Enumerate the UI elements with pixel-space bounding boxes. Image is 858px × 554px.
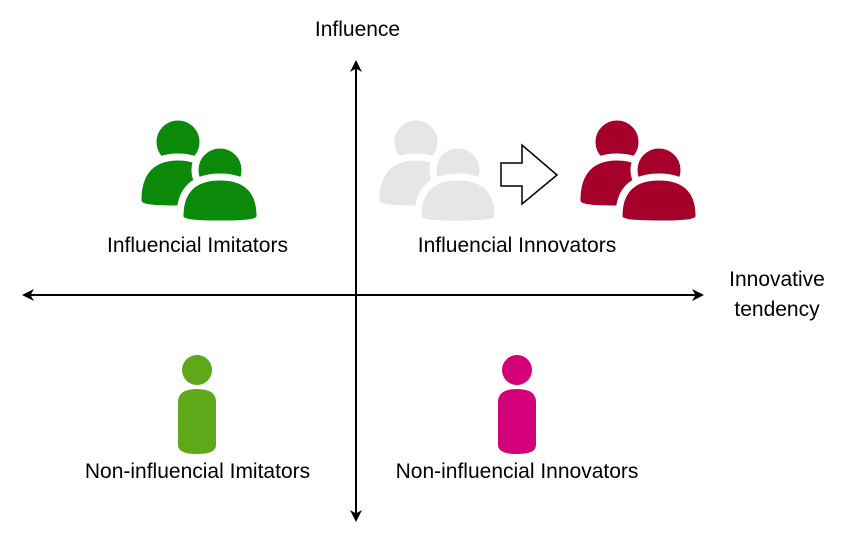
non-influential-imitators-person-icon bbox=[178, 355, 216, 454]
influential-imitators-group-icon bbox=[134, 113, 264, 228]
quadrant-label-top-right: Influencial Innovators bbox=[417, 234, 617, 257]
quadrant-label-bottom-right: Non-influencial Innovators bbox=[395, 460, 639, 483]
influential-innovators-red-group-icon bbox=[573, 113, 703, 228]
axis-x-label-line1: Innovative bbox=[729, 268, 825, 291]
right-arrow-icon bbox=[500, 143, 559, 206]
axis-x-label-line2: tendency bbox=[734, 298, 820, 321]
non-influential-innovators-person-icon bbox=[498, 355, 536, 454]
influential-innovators-grey-group-icon bbox=[372, 113, 502, 228]
quadrant-label-bottom-left: Non-influencial Imitators bbox=[84, 460, 311, 483]
quadrant-label-top-left: Influencial Imitators bbox=[107, 234, 288, 257]
axis-y-label: Influence bbox=[314, 18, 401, 41]
